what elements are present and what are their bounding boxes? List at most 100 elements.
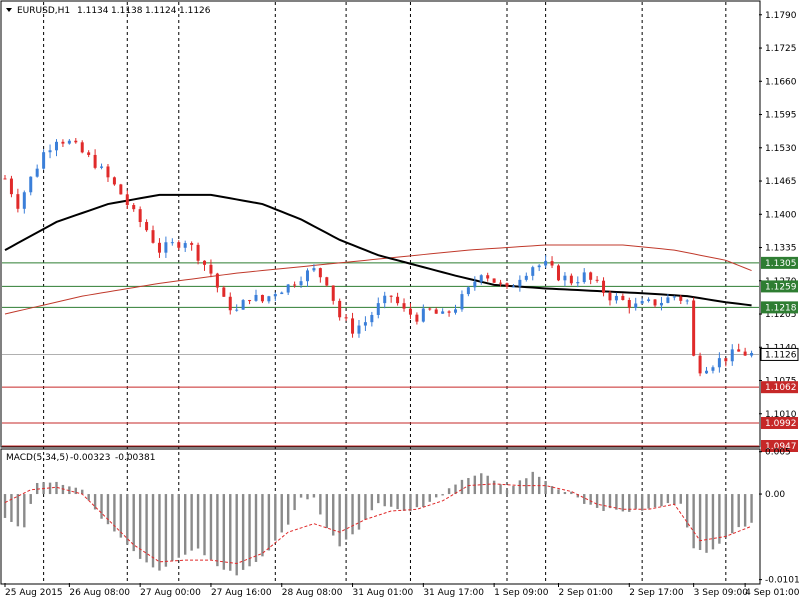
- candle[interactable]: [434, 307, 438, 314]
- candle[interactable]: [524, 272, 528, 282]
- candle[interactable]: [267, 295, 271, 304]
- candle[interactable]: [164, 236, 168, 258]
- candle[interactable]: [717, 352, 721, 373]
- candle[interactable]: [112, 176, 116, 186]
- candle[interactable]: [260, 294, 264, 304]
- candle[interactable]: [556, 264, 560, 282]
- candle[interactable]: [338, 298, 342, 321]
- candle[interactable]: [505, 282, 509, 289]
- candle[interactable]: [170, 238, 174, 246]
- candle[interactable]: [376, 297, 380, 319]
- candle[interactable]: [730, 344, 734, 366]
- candle[interactable]: [357, 319, 361, 338]
- candle[interactable]: [705, 366, 709, 374]
- candle[interactable]: [737, 343, 741, 352]
- candle[interactable]: [653, 299, 657, 308]
- candle[interactable]: [499, 279, 503, 287]
- candle[interactable]: [293, 281, 297, 288]
- candle[interactable]: [215, 272, 219, 293]
- candle[interactable]: [466, 286, 470, 297]
- candle[interactable]: [35, 164, 39, 178]
- candle[interactable]: [408, 303, 412, 320]
- candle[interactable]: [248, 299, 252, 305]
- candle[interactable]: [80, 140, 84, 154]
- candle[interactable]: [711, 365, 715, 374]
- candle[interactable]: [305, 268, 309, 287]
- candle[interactable]: [595, 276, 599, 283]
- candle[interactable]: [666, 294, 670, 304]
- candle[interactable]: [659, 296, 663, 311]
- candle[interactable]: [254, 289, 258, 302]
- candle[interactable]: [241, 299, 245, 310]
- candle[interactable]: [454, 304, 458, 315]
- candle[interactable]: [151, 225, 155, 244]
- candle[interactable]: [743, 347, 747, 356]
- candle[interactable]: [640, 298, 644, 305]
- candle[interactable]: [750, 350, 754, 358]
- candle[interactable]: [29, 176, 33, 196]
- candle[interactable]: [312, 264, 316, 273]
- candle[interactable]: [627, 297, 631, 314]
- candle[interactable]: [685, 299, 689, 305]
- candle[interactable]: [196, 242, 200, 265]
- candle[interactable]: [363, 316, 367, 331]
- candle[interactable]: [563, 272, 567, 287]
- candle[interactable]: [486, 272, 490, 282]
- candle[interactable]: [273, 292, 277, 302]
- candle[interactable]: [93, 149, 97, 170]
- candle[interactable]: [550, 256, 554, 269]
- candle[interactable]: [9, 175, 13, 198]
- triangle-down-icon[interactable]: [6, 8, 12, 12]
- candle[interactable]: [518, 275, 522, 292]
- candle[interactable]: [318, 267, 322, 283]
- candle[interactable]: [228, 292, 232, 315]
- candle[interactable]: [402, 298, 406, 312]
- candle[interactable]: [286, 283, 290, 296]
- candle[interactable]: [344, 314, 348, 321]
- candle[interactable]: [692, 297, 696, 357]
- candle[interactable]: [331, 285, 335, 305]
- candle[interactable]: [511, 284, 515, 288]
- candle[interactable]: [222, 285, 226, 297]
- candle[interactable]: [145, 219, 149, 232]
- candle[interactable]: [119, 183, 123, 195]
- candle[interactable]: [602, 277, 606, 297]
- candle[interactable]: [190, 241, 194, 251]
- candle[interactable]: [396, 292, 400, 306]
- candle[interactable]: [544, 255, 548, 268]
- candle[interactable]: [42, 149, 46, 170]
- candle[interactable]: [48, 144, 52, 159]
- candle[interactable]: [389, 295, 393, 303]
- candle[interactable]: [351, 312, 355, 338]
- candle[interactable]: [614, 292, 618, 304]
- candle[interactable]: [724, 358, 728, 367]
- candle[interactable]: [61, 139, 65, 147]
- candle[interactable]: [608, 290, 612, 306]
- candle[interactable]: [537, 264, 541, 272]
- candle[interactable]: [492, 278, 496, 284]
- candle[interactable]: [531, 265, 535, 281]
- candle[interactable]: [569, 273, 573, 286]
- candle[interactable]: [370, 311, 374, 327]
- candle[interactable]: [698, 352, 702, 377]
- candle[interactable]: [67, 139, 71, 145]
- candle[interactable]: [22, 190, 26, 214]
- candle[interactable]: [447, 310, 451, 317]
- candle[interactable]: [473, 276, 477, 291]
- candle[interactable]: [157, 238, 161, 258]
- candle[interactable]: [634, 297, 638, 311]
- price-pane[interactable]: [2, 2, 759, 583]
- candle[interactable]: [582, 268, 586, 284]
- candle[interactable]: [415, 312, 419, 325]
- candle[interactable]: [106, 164, 110, 182]
- candle[interactable]: [621, 293, 625, 301]
- candle[interactable]: [421, 304, 425, 323]
- candle[interactable]: [460, 290, 464, 312]
- candle[interactable]: [125, 190, 129, 210]
- candle[interactable]: [3, 175, 7, 180]
- candle[interactable]: [325, 276, 329, 287]
- candle[interactable]: [177, 240, 181, 250]
- chart-header[interactable]: EURUSD,H1 1.1134 1.1138 1.1124 1.1126: [6, 6, 211, 16]
- candle[interactable]: [428, 307, 432, 311]
